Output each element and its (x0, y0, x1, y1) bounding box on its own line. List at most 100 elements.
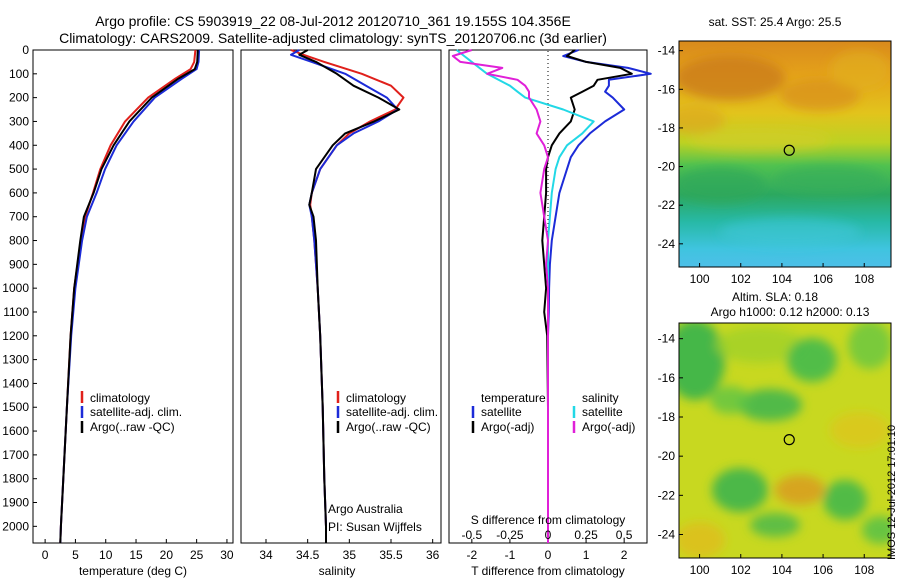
sla-map-frame (678, 322, 892, 559)
lon-tick-label: 100 (690, 563, 710, 577)
x-tick-label: 1 (583, 548, 590, 562)
sst-map-ticks: 100 102 104 106 108 -14 -16 -18 -20 -22 -24 (658, 44, 875, 286)
lon-tick-label: 106 (813, 563, 833, 577)
lon-tick-label: 108 (854, 272, 874, 286)
sst-map-frame (678, 40, 892, 268)
lat-tick-label: -14 (658, 44, 676, 58)
depth-tick-label: 100 (9, 67, 29, 81)
s-tick-label: 0.25 (574, 528, 598, 542)
title-line-1: Argo profile: CS 5903919_22 08-Jul-2012 … (95, 13, 571, 29)
lat-tick-label: -24 (658, 528, 676, 542)
profile-line-s-argo-adj (451, 49, 549, 543)
title-line-2: Climatology: CARS2009. Satellite-adjuste… (59, 30, 607, 46)
difference-legend: temperature satellite Argo(-adj) salinit… (471, 391, 635, 434)
s-difference-tick-labels: -0.5 -0.25 0 0.25 0.5 (462, 528, 633, 542)
x-tick-label: 10 (99, 548, 113, 562)
x-tick-label: 35.5 (379, 548, 403, 562)
legend-label-climatology: climatology (346, 391, 406, 405)
salinity-axis-label: salinity (319, 564, 356, 578)
profile-line-argo-raw-qc (298, 49, 401, 543)
depth-tick-label: 1800 (2, 472, 29, 486)
s-tick-label: -0.25 (496, 528, 524, 542)
legend-label-s-satellite: satellite (582, 405, 623, 419)
depth-tick-label: 500 (9, 162, 29, 176)
sst-heatmap (679, 41, 891, 267)
legend-label-climatology: climatology (90, 391, 150, 405)
lat-tick-label: -14 (658, 332, 676, 346)
depth-tick-label: 1000 (2, 281, 29, 295)
sst-map-panel: sat. SST: 25.4 Argo: 25.5 100 102 104 106 10… (658, 15, 892, 286)
x-tick-label: -1 (505, 548, 516, 562)
profile-line-t-argo-adj (541, 49, 633, 543)
depth-tick-label: 900 (9, 257, 29, 271)
depth-tick-label: 1300 (2, 353, 29, 367)
x-tick-label: -2 (467, 548, 478, 562)
s-difference-axis-label: S difference from climatology (471, 513, 626, 527)
salinity-legend: climatology satellite-adj. clim. Argo(..… (336, 391, 438, 434)
lon-tick-label: 102 (731, 563, 751, 577)
lon-tick-label: 108 (854, 563, 874, 577)
depth-tick-label: 1700 (2, 448, 29, 462)
sla-map-ticks: 100 102 104 106 108 -14 -16 -18 -20 -22 -24 (658, 332, 875, 577)
depth-tick-label: 2000 (2, 519, 29, 533)
pi-note: PI: Susan Wijffels (328, 520, 422, 534)
sst-map-title: sat. SST: 25.4 Argo: 25.5 (709, 15, 842, 29)
s-tick-label: -0.5 (462, 528, 483, 542)
x-tick-label: 0 (42, 548, 49, 562)
salinity-axes-frame (240, 49, 442, 544)
imos-timestamp: IMOS 12-Jul-2012 17:01:10 (886, 425, 898, 560)
lat-tick-label: -20 (658, 160, 676, 174)
legend-label-argo: Argo(..raw -QC) (90, 420, 175, 434)
sla-map-title: Altim. SLA: 0.18 (732, 290, 818, 304)
lat-tick-label: -24 (658, 237, 676, 251)
temperature-axes-frame (32, 49, 234, 544)
sla-map-panel: Altim. SLA: 0.18 Argo h1000: 0.12 h2000:… (658, 290, 892, 577)
temperature-tick-labels: 0 5 10 15 20 25 30 (42, 539, 234, 562)
depth-tick-label: 1500 (2, 400, 29, 414)
x-tick-label: 5 (72, 548, 79, 562)
x-tick-label: 2 (621, 548, 628, 562)
x-tick-label: 34 (259, 548, 273, 562)
x-tick-label: 0 (545, 548, 552, 562)
salinity-profiles (290, 49, 405, 543)
salinity-panel: 34 34.5 35 35.5 36 climatology satellite-adj… (240, 49, 442, 578)
t-difference-axis-label: T difference from climatology (471, 564, 625, 578)
legend-label-t-satellite: satellite (481, 405, 522, 419)
legend-label-satellite: satellite-adj. clim. (90, 405, 182, 419)
s-tick-label: 0 (545, 528, 552, 542)
depth-tick-label: 700 (9, 210, 29, 224)
legend-heading-temperature: temperature (481, 391, 546, 405)
legend-label-argo: Argo(..raw -QC) (346, 420, 431, 434)
difference-panel: -2 -1 0 1 2 temperature satellite Argo(-adj)… (448, 49, 652, 578)
depth-tick-label: 400 (9, 138, 29, 152)
legend-label-t-argo: Argo(-adj) (481, 420, 534, 434)
lat-tick-label: -20 (658, 449, 676, 463)
argo-australia-note: Argo Australia (328, 502, 403, 516)
sla-map-subtitle: Argo h1000: 0.12 h2000: 0.13 (711, 305, 870, 319)
lat-tick-label: -22 (658, 198, 676, 212)
temperature-axis-label: temperature (deg C) (79, 564, 187, 578)
lon-tick-label: 106 (813, 272, 833, 286)
lat-tick-label: -16 (658, 82, 676, 96)
depth-tick-label: 1100 (3, 305, 29, 319)
lat-tick-label: -18 (658, 121, 676, 135)
legend-label-satellite: satellite-adj. clim. (346, 405, 438, 419)
depth-tick-label: 600 (9, 186, 29, 200)
legend-heading-salinity: salinity (582, 391, 619, 405)
argo-float-marker (783, 144, 795, 156)
lon-tick-label: 104 (772, 563, 792, 577)
x-tick-label: 25 (190, 548, 204, 562)
depth-tick-label: 1600 (2, 424, 29, 438)
lon-tick-label: 104 (772, 272, 792, 286)
depth-tick-label: 200 (9, 91, 29, 105)
depth-tick-label: 1900 (2, 496, 29, 510)
lat-tick-label: -16 (658, 371, 676, 385)
lon-tick-label: 100 (690, 272, 710, 286)
depth-tick-label: 0 (22, 43, 29, 57)
x-tick-label: 35 (343, 548, 357, 562)
temperature-legend: climatology satellite-adj. clim. Argo(..… (80, 391, 182, 434)
lon-tick-label: 102 (731, 272, 751, 286)
temperature-panel: 0100200300400500600700800900100011001200… (2, 43, 234, 578)
legend-label-s-argo: Argo(-adj) (582, 420, 635, 434)
